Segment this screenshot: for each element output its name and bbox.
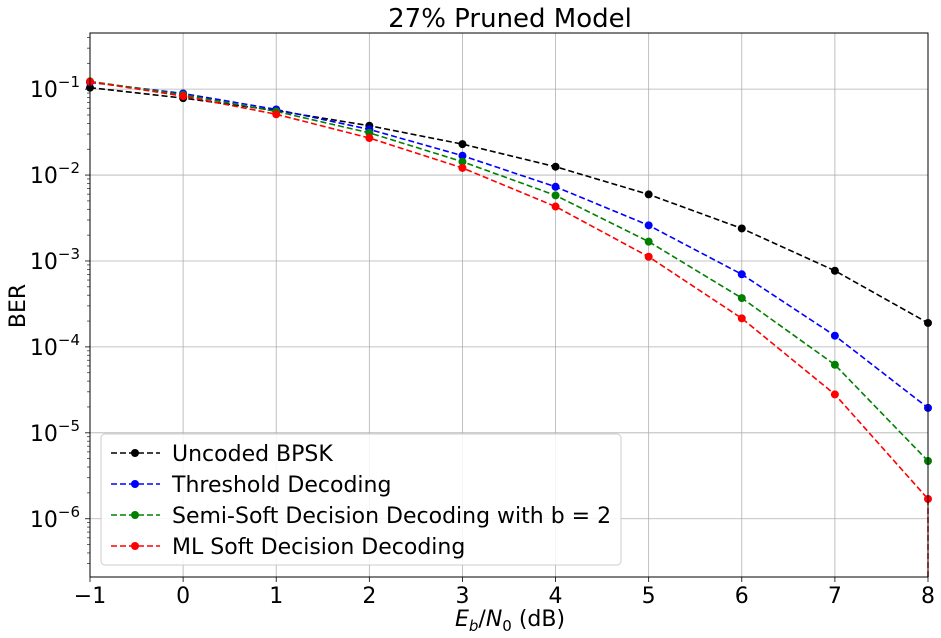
legend-box (100, 433, 622, 566)
legend-label: Threshold Decoding (171, 473, 391, 498)
data-point (458, 157, 467, 166)
legend-label: Uncoded BPSK (172, 442, 333, 467)
data-point (551, 182, 560, 191)
y-tick-label: 10−6 (30, 503, 80, 533)
x-tick-label: 3 (455, 584, 469, 609)
data-point (458, 163, 467, 172)
series (86, 77, 932, 503)
data-point (830, 360, 839, 369)
grid-lines (89, 33, 929, 577)
x-tick-label: −1 (74, 584, 106, 609)
x-tick-label: 8 (921, 584, 935, 609)
data-point (551, 162, 560, 171)
legend-entries: Uncoded BPSK Threshold Decoding Semi-Soft … (111, 442, 611, 560)
series (86, 83, 932, 327)
x-tick-label: 5 (642, 584, 656, 609)
series (86, 78, 932, 412)
data-point (830, 266, 839, 275)
series-line (89, 86, 929, 324)
legend-marker (131, 542, 139, 550)
y-tick-label: 10−2 (30, 159, 80, 189)
data-point (179, 92, 188, 101)
x-tick-label: 4 (549, 584, 563, 609)
legend-entry: Semi-Soft Decision Decoding with b = 2 (111, 504, 611, 529)
series-line (89, 81, 929, 409)
y-tick-label: 10−4 (30, 331, 80, 361)
plot-frame (89, 32, 929, 578)
data-point (830, 331, 839, 340)
legend-marker (131, 480, 139, 488)
series-line (89, 80, 929, 462)
legend-entry: Threshold Decoding (111, 473, 391, 498)
legend-marker (131, 511, 139, 519)
data-point (830, 390, 839, 399)
data-point (644, 252, 653, 261)
data-point (551, 191, 560, 200)
x-tick-label: 0 (176, 584, 190, 609)
data-point (365, 133, 374, 142)
x-tick-labels: −1 0 1 2 3 4 5 6 7 8 (74, 584, 935, 609)
series-layer (86, 77, 932, 577)
series (86, 77, 932, 466)
series-line (89, 80, 929, 500)
data-point (737, 270, 746, 279)
data-point (737, 224, 746, 233)
data-point (551, 202, 560, 211)
data-point (737, 294, 746, 303)
y-axis-label: BER (6, 284, 31, 328)
legend-label: Semi-Soft Decision Decoding with b = 2 (172, 504, 611, 529)
data-point (644, 190, 653, 199)
data-point (272, 110, 281, 119)
chart-title: 27% Pruned Model (388, 4, 632, 34)
x-tick-label: 6 (735, 584, 749, 609)
data-point (458, 140, 467, 149)
data-point (737, 314, 746, 323)
y-tick-label: 10−3 (30, 245, 80, 275)
data-point (458, 151, 467, 160)
data-point (644, 221, 653, 230)
x-tick-label: 1 (269, 584, 283, 609)
legend-label: ML Soft Decision Decoding (172, 535, 465, 560)
x-axis-label: Eb/N0 (dB) (455, 607, 565, 635)
y-tick-labels: 10−1 10−2 10−3 10−4 10−5 10−6 (30, 73, 80, 533)
y-tick-label: 10−1 (30, 73, 80, 103)
legend: Uncoded BPSK Threshold Decoding Semi-Soft … (100, 433, 622, 566)
legend-entry: Uncoded BPSK (111, 442, 333, 467)
y-tick-label: 10−5 (30, 417, 80, 447)
x-tick-label: 2 (362, 584, 376, 609)
legend-marker (131, 449, 139, 457)
legend-entry: ML Soft Decision Decoding (111, 535, 465, 560)
x-tick-label: 7 (828, 584, 842, 609)
data-point (644, 237, 653, 246)
